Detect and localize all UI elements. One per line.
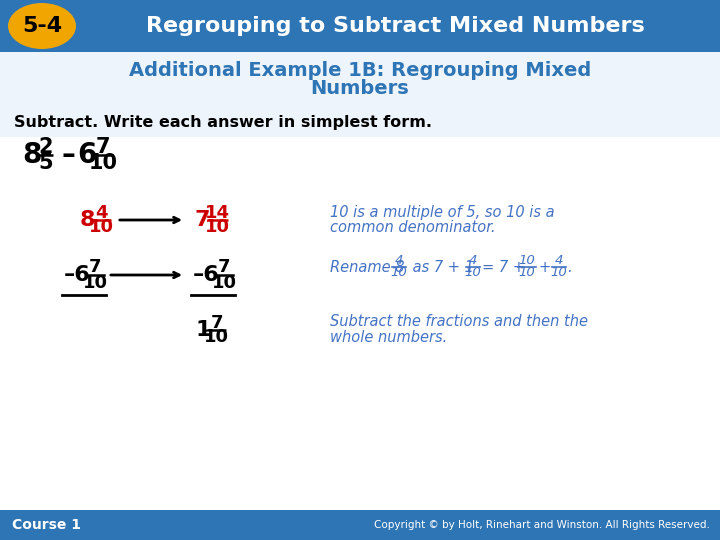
Text: 6: 6	[78, 141, 96, 169]
Text: 10 is a multiple of 5, so 10 is a: 10 is a multiple of 5, so 10 is a	[330, 205, 554, 219]
Bar	[0, 52, 720, 137]
Text: 8: 8	[22, 141, 41, 169]
Text: 5-4: 5-4	[22, 16, 62, 36]
Text: 4: 4	[96, 204, 108, 222]
Text: 10: 10	[204, 328, 230, 346]
Text: 7: 7	[195, 210, 210, 230]
Text: Additional Example 1B: Regrouping Mixed: Additional Example 1B: Regrouping Mixed	[129, 60, 591, 79]
Text: 10: 10	[518, 267, 536, 280]
Text: 7: 7	[89, 258, 102, 276]
Bar	[0, 510, 720, 540]
Text: 10: 10	[391, 267, 408, 280]
Text: 7: 7	[96, 137, 110, 157]
Bar	[0, 0, 720, 52]
Text: 1: 1	[195, 320, 210, 340]
Text: Subtract the fractions and then the: Subtract the fractions and then the	[330, 314, 588, 329]
Text: Rename 8: Rename 8	[330, 260, 405, 274]
Text: 10: 10	[518, 254, 536, 267]
Text: 14: 14	[205, 204, 230, 222]
Text: Regrouping to Subtract Mixed Numbers: Regrouping to Subtract Mixed Numbers	[145, 16, 644, 36]
Text: 4: 4	[395, 254, 403, 267]
Text: 10: 10	[83, 274, 107, 292]
Text: 10: 10	[89, 218, 114, 236]
Text: 4: 4	[555, 254, 563, 267]
Text: Course 1: Course 1	[12, 518, 81, 532]
Text: whole numbers.: whole numbers.	[330, 330, 447, 346]
Text: 7: 7	[217, 258, 230, 276]
Text: 5: 5	[38, 153, 53, 173]
Text: 4: 4	[469, 254, 477, 267]
Text: 10: 10	[464, 267, 482, 280]
Text: 10: 10	[205, 218, 230, 236]
Text: = 7 +: = 7 +	[482, 260, 525, 274]
Text: .: .	[567, 260, 572, 274]
Text: 10: 10	[89, 153, 117, 173]
Text: –6: –6	[193, 265, 220, 285]
Text: 2: 2	[38, 137, 53, 157]
Text: 10: 10	[551, 267, 567, 280]
Text: Copyright © by Holt, Rinehart and Winston. All Rights Reserved.: Copyright © by Holt, Rinehart and Winsto…	[374, 520, 710, 530]
Text: Subtract. Write each answer in simplest form.: Subtract. Write each answer in simplest …	[14, 114, 432, 130]
Text: common denominator.: common denominator.	[330, 220, 495, 235]
Ellipse shape	[8, 3, 76, 49]
Text: 7: 7	[211, 314, 223, 332]
Text: +: +	[538, 260, 550, 274]
Text: 8: 8	[80, 210, 96, 230]
Text: as 7 + 1: as 7 + 1	[408, 260, 474, 274]
Text: –6: –6	[64, 265, 91, 285]
Text: 10: 10	[212, 274, 236, 292]
Text: Numbers: Numbers	[310, 78, 410, 98]
Text: –: –	[61, 141, 76, 169]
